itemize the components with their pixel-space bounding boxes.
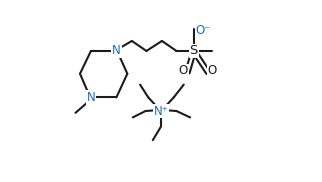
Text: O: O (208, 64, 217, 78)
Text: N⁺: N⁺ (154, 104, 168, 118)
Text: O⁻: O⁻ (195, 23, 211, 37)
Text: N: N (87, 91, 95, 104)
Text: N: N (112, 44, 121, 58)
Text: S: S (190, 44, 198, 58)
Text: O: O (179, 64, 188, 78)
